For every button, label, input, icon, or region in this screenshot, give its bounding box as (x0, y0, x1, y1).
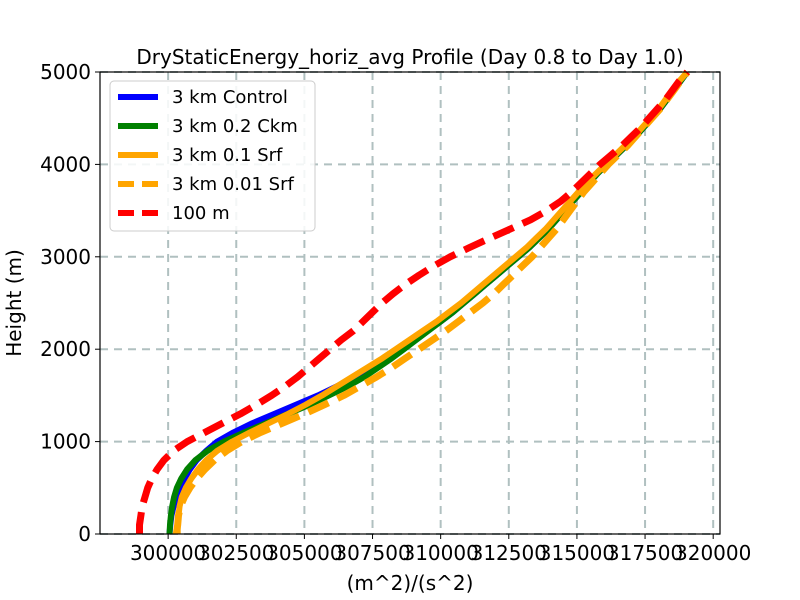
chart-title: DryStaticEnergy_horiz_avg Profile (Day 0… (136, 45, 683, 69)
x-tick-label: 302500 (198, 541, 274, 565)
y-axis: 0 1000 2000 3000 4000 5000 (40, 60, 100, 546)
y-tick-label: 5000 (40, 60, 91, 84)
plot-frame (99, 71, 721, 535)
x-tick-label: 307500 (334, 541, 410, 565)
legend: 3 km Control 3 km 0.2 Ckm 3 km 0.1 Srf 3 km… (109, 80, 316, 232)
x-tick-label: 312500 (471, 541, 547, 565)
series-line-3-km-0-01-srf (172, 69, 691, 535)
series-line-100-m (136, 69, 690, 534)
y-tick-label: 0 (78, 522, 91, 546)
x-tick-label: 320000 (675, 541, 751, 565)
y-tick-label: 4000 (40, 152, 91, 176)
legend-label-3-km-control: 3 km Control (172, 87, 288, 108)
x-tick-label: 310000 (402, 541, 478, 565)
y-axis-label: Height (m) (2, 249, 26, 357)
x-axis: 3000003025003050003075003100003125003150… (130, 534, 751, 565)
y-tick-label: 3000 (40, 245, 91, 269)
legend-label-3-km-0-2-ckm: 3 km 0.2 Ckm (172, 116, 298, 137)
x-tick-label: 315000 (539, 541, 615, 565)
x-tick-label: 305000 (266, 541, 342, 565)
legend-box (109, 80, 316, 232)
legend-label-3-km-0-1-srf: 3 km 0.1 Srf (172, 145, 283, 166)
x-tick-label: 300000 (130, 541, 206, 565)
series-group (136, 69, 691, 535)
legend-label-100-m: 100 m (172, 203, 230, 224)
x-axis-label: (m^2)/(s^2) (347, 571, 474, 595)
y-tick-label: 2000 (40, 337, 91, 361)
series-line-3-km-0-1-srf (174, 70, 690, 534)
legend-label-3-km-0-01-srf: 3 km 0.01 Srf (172, 174, 294, 195)
x-tick-label: 317500 (607, 541, 683, 565)
y-tick-label: 1000 (40, 430, 91, 454)
